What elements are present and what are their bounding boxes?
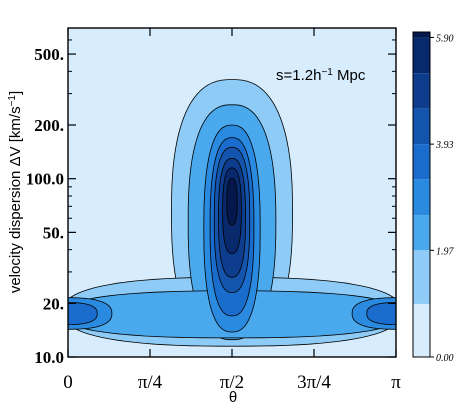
annotation-text: s=1.2h−1 Mpc [276,67,366,85]
colorbar-tick-label: 3.93 [435,140,454,151]
y-tick-label: 20. [43,294,64,313]
colorbar-tick-label: 1.97 [436,246,455,257]
y-tick-label: 100.0 [26,170,64,189]
colorbar-segment [413,37,430,74]
y-axis: 10.0 20. 50. 100.0 200. 500. [26,39,396,367]
y-tick-label: 200. [34,116,64,135]
x-tick-label: 3π/4 [297,372,331,393]
x-tick-label: 0 [63,372,73,393]
colorbar-segment [413,215,430,251]
x-axis-title: θ [229,389,237,406]
x-tick-label: π/4 [138,372,163,393]
colorbar-frame [412,31,431,358]
colorbar-segment [413,303,430,357]
contour-fills [68,79,396,347]
contour-level [226,178,238,226]
x-axis: 0 π/4 π/2 3π/4 π [63,28,401,393]
contour-region [68,302,98,325]
y-tick-label: 50. [43,223,64,242]
y-tick-label: 500. [34,45,64,64]
colorbar-segment [413,250,430,304]
contour-region [226,178,238,226]
y-tick-label: 10.0 [34,348,64,367]
colorbar-segment [413,179,430,216]
colorbar-segment [413,32,430,38]
colorbar-tick-label: 0.00 [436,353,454,364]
colorbar-segment [413,144,430,180]
colorbar-tick-label: 5.90 [436,33,454,44]
colorbar-segment [413,108,430,145]
y-axis-title: velocity dispersion ΔV [km/s−1] [7,91,25,293]
x-tick-label: π/2 [220,372,244,393]
colorbar: 0.00 1.97 3.93 5.90 [412,31,455,364]
colorbar-segment [413,73,430,109]
x-tick-label: π [391,372,401,393]
contour-region [366,302,396,325]
